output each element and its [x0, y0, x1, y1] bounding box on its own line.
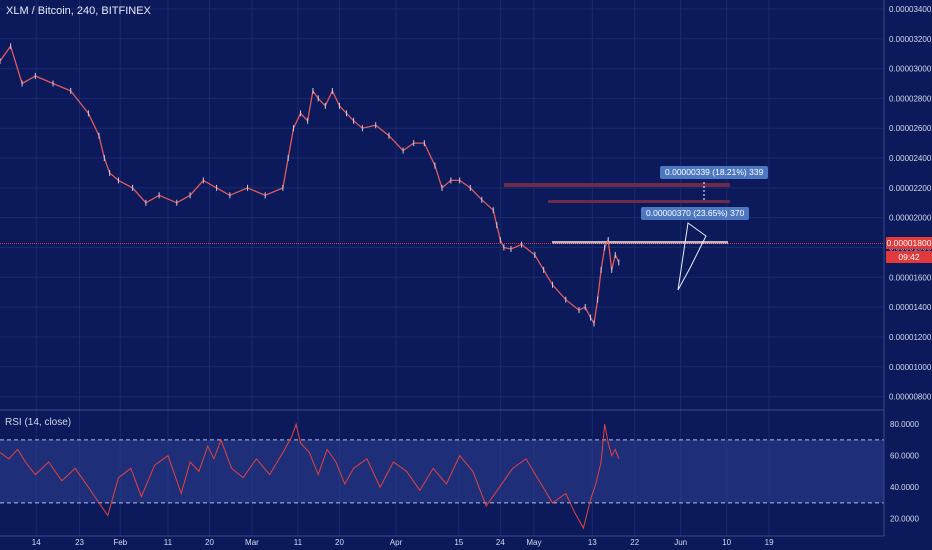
rsi-tick-label: 60.0000	[890, 452, 919, 461]
time-tick-label: 23	[75, 538, 84, 547]
price-tick-label: 0.00003400	[889, 5, 932, 14]
rsi-indicator-label[interactable]: RSI (14, close)	[5, 417, 72, 428]
support-zone	[552, 241, 728, 244]
time-tick-label: 10	[722, 538, 731, 547]
price-tick-label: 0.00002000	[889, 214, 932, 223]
time-tick-label: Jun	[674, 538, 687, 547]
resistance-zone-lower	[548, 200, 730, 203]
price-line	[0, 44, 620, 326]
countdown-tag: 09:42	[886, 251, 932, 263]
time-tick-label: Feb	[113, 538, 127, 547]
last-price-tag: 0.00001800	[886, 237, 932, 249]
time-tick-label: 19	[765, 538, 774, 547]
price-series	[0, 43, 620, 327]
measure-label-upper[interactable]: 0.00000339 (18.21%) 339	[660, 166, 769, 179]
price-tick-label: 0.00002800	[889, 94, 932, 103]
rsi-tick-label: 40.0000	[890, 483, 919, 492]
time-tick-label: 15	[454, 538, 463, 547]
price-tick-label: 0.00002400	[889, 154, 932, 163]
rsi-tick-label: 80.0000	[890, 420, 919, 429]
time-tick-label: 14	[32, 538, 41, 547]
price-tick-label: 0.00001200	[889, 333, 932, 342]
price-tick-label: 0.00000800	[889, 393, 932, 402]
measure-label-lower[interactable]: 0.00000370 (23.65%) 370	[641, 207, 750, 220]
price-tick-label: 0.00001600	[889, 273, 932, 282]
time-tick-label: 24	[496, 538, 505, 547]
rsi-tick-label: 20.0000	[890, 515, 919, 524]
drawing-zones	[0, 182, 884, 291]
pennant-pattern	[677, 222, 707, 291]
symbol-title[interactable]: XLM / Bitcoin, 240, BITFINEX	[6, 5, 151, 17]
time-tick-label: 11	[294, 538, 303, 547]
price-tick-label: 0.00002200	[889, 184, 932, 193]
price-tick-label: 0.00002600	[889, 124, 932, 133]
resistance-zone-upper	[504, 183, 730, 187]
time-tick-label: Apr	[390, 538, 403, 547]
rsi-band	[0, 439, 884, 503]
price-tick-label: 0.00003000	[889, 65, 932, 74]
time-tick-label: 20	[205, 538, 214, 547]
time-tick-label: 11	[164, 538, 173, 547]
rsi-line	[0, 422, 620, 530]
time-tick-label: 20	[335, 538, 344, 547]
rsi-series	[0, 422, 884, 530]
time-tick-label: 13	[588, 538, 597, 547]
time-tick-label: May	[526, 538, 541, 547]
price-tick-label: 0.00001400	[889, 303, 932, 312]
price-tick-label: 0.00001000	[889, 363, 932, 372]
time-tick-label: Mar	[245, 538, 259, 547]
price-tick-label: 0.00003200	[889, 35, 932, 44]
time-tick-label: 22	[630, 538, 639, 547]
